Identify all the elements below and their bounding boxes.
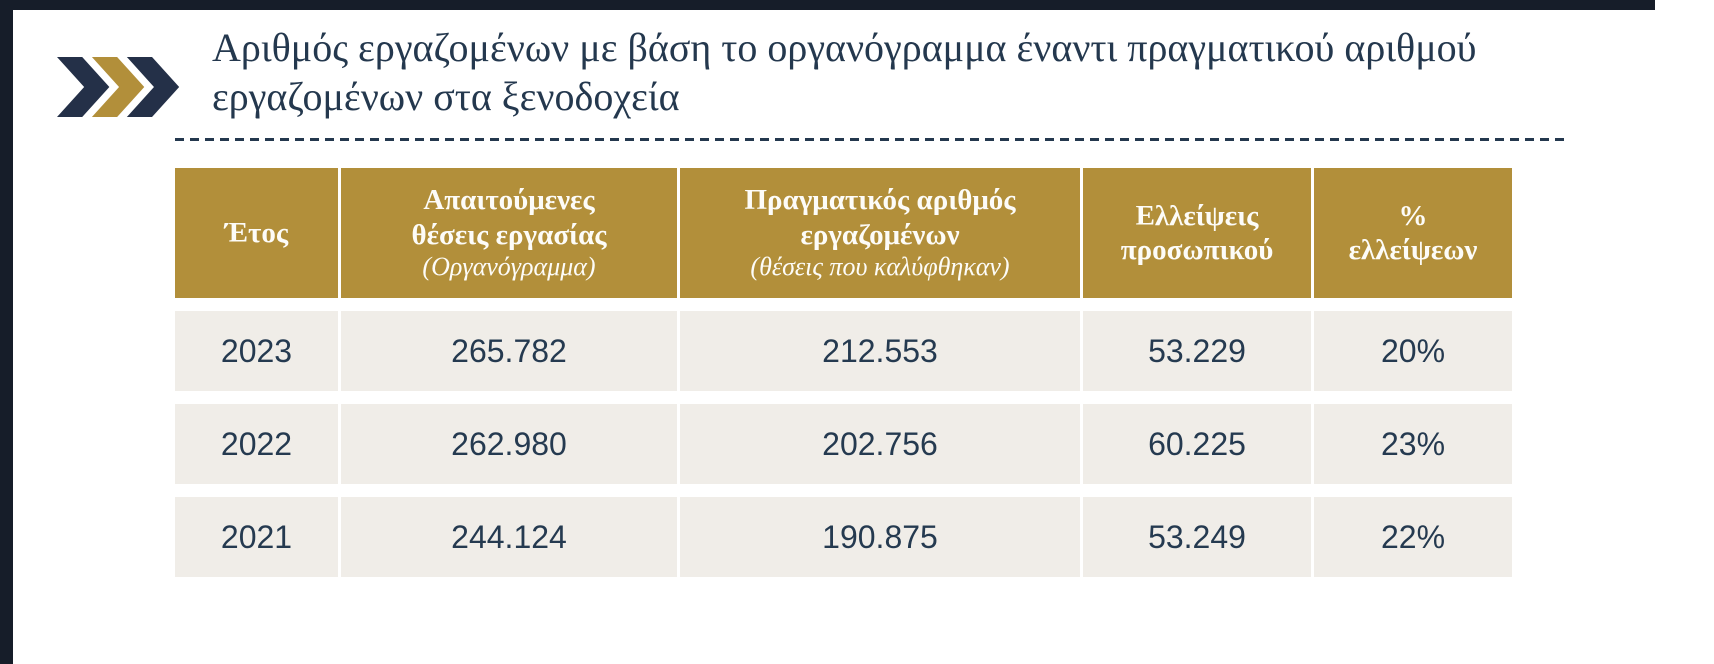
header-sublabel: (θέσεις που καλύφθηκαν) xyxy=(750,251,1010,281)
percent-cell: 23% xyxy=(1314,404,1512,484)
header-label: Έτος xyxy=(224,216,289,249)
value-cell: 190.875 xyxy=(680,497,1080,577)
percent-cell: 20% xyxy=(1314,311,1512,391)
header-staff-shortage: Ελλείψεις προσωπικού xyxy=(1083,168,1311,298)
year-cell: 2023 xyxy=(175,311,338,391)
header-label: Ελλείψεις προσωπικού xyxy=(1120,199,1274,266)
page-title: Αριθμός εργαζομένων με βάση το οργανόγρα… xyxy=(212,25,1477,119)
triple-chevron-icon xyxy=(57,56,180,118)
year-cell: 2021 xyxy=(175,497,338,577)
value-cell: 53.249 xyxy=(1083,497,1311,577)
employment-table: Έτος Απαιτούμενες θέσεις εργασίας (Οργαν… xyxy=(175,168,1512,577)
header-required-positions: Απαιτούμενες θέσεις εργασίας (Οργανόγραμ… xyxy=(341,168,677,298)
value-cell: 212.553 xyxy=(680,311,1080,391)
percent-cell: 22% xyxy=(1314,497,1512,577)
header-label: Πραγματικός αριθμός εργαζομένων xyxy=(744,184,1016,251)
left-accent-bar xyxy=(0,0,13,664)
top-accent-bar xyxy=(0,0,1655,10)
header-year: Έτος xyxy=(175,168,338,298)
header-label: % ελλείψεων xyxy=(1348,199,1478,266)
value-cell: 262.980 xyxy=(341,404,677,484)
header-label: Απαιτούμενες θέσεις εργασίας xyxy=(411,184,607,251)
value-cell: 60.225 xyxy=(1083,404,1311,484)
year-cell: 2022 xyxy=(175,404,338,484)
value-cell: 53.229 xyxy=(1083,311,1311,391)
value-cell: 265.782 xyxy=(341,311,677,391)
value-cell: 202.756 xyxy=(680,404,1080,484)
dashed-divider xyxy=(175,138,1567,141)
header-actual-employees: Πραγματικός αριθμός εργαζομένων (θέσεις … xyxy=(680,168,1080,298)
header-sublabel: (Οργανόγραμμα) xyxy=(422,251,596,281)
value-cell: 244.124 xyxy=(341,497,677,577)
header-shortage-percent: % ελλείψεων xyxy=(1314,168,1512,298)
